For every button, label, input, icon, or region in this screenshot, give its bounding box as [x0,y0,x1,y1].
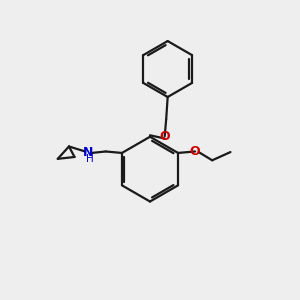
Text: N: N [83,146,93,159]
Text: O: O [159,130,170,143]
Text: O: O [190,145,200,158]
Text: H: H [86,154,93,164]
